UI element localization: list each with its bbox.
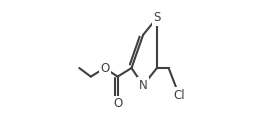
Text: Cl: Cl <box>173 89 185 102</box>
Text: O: O <box>100 62 109 75</box>
Text: N: N <box>139 79 147 92</box>
Text: S: S <box>153 11 161 24</box>
Text: O: O <box>113 97 122 110</box>
